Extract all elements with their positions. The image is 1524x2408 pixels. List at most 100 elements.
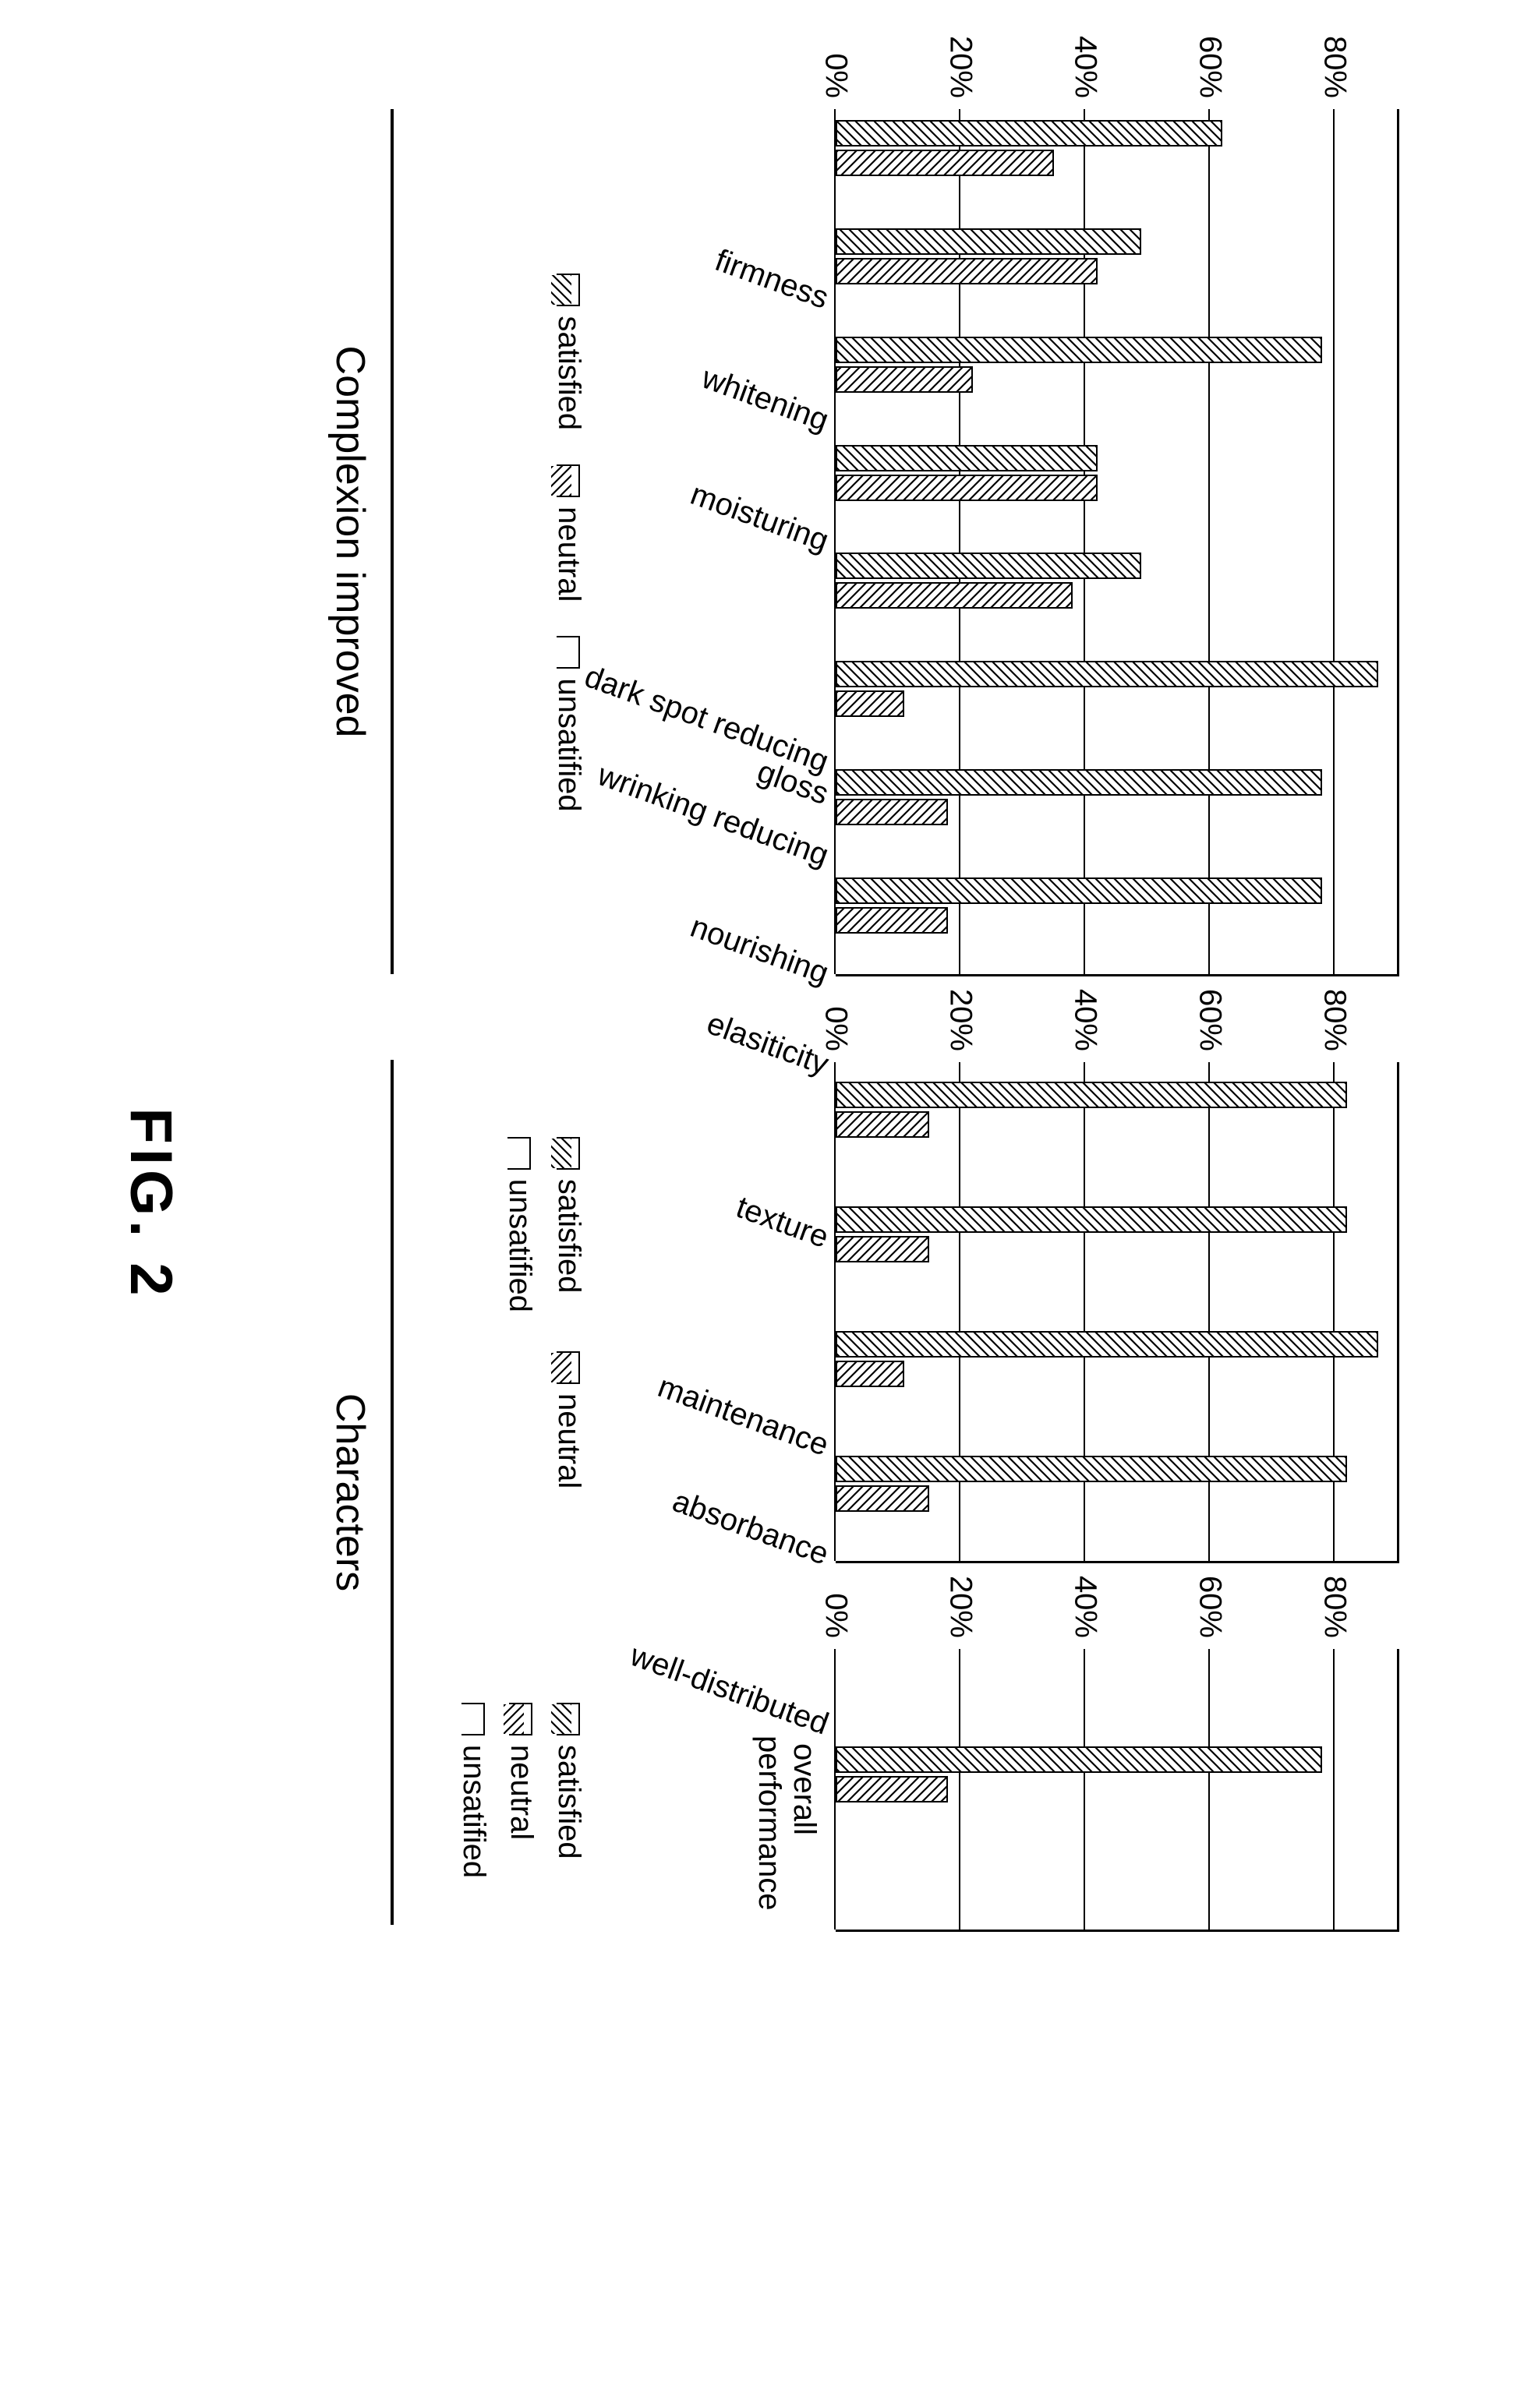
category-label: maintenance bbox=[653, 1362, 836, 1464]
legend-item-neutral: neutral bbox=[504, 1703, 539, 1840]
bar-neutral bbox=[836, 366, 973, 393]
legend-item-unsatified: unsatified bbox=[551, 636, 586, 811]
ytick-label: 80% bbox=[1317, 36, 1353, 109]
legend-label: neutral bbox=[551, 507, 586, 602]
group-title-text: Characters bbox=[327, 1060, 373, 1925]
ytick-label: 20% bbox=[943, 1576, 978, 1649]
figure-caption: FIG. 2 bbox=[117, 1107, 185, 1300]
legend-swatch bbox=[510, 1703, 533, 1735]
ytick-label: 20% bbox=[943, 989, 978, 1062]
ytick-label: 40% bbox=[1068, 1576, 1103, 1649]
bar-neutral bbox=[836, 582, 1073, 609]
legend-swatch bbox=[557, 274, 581, 306]
bar-satisfied bbox=[836, 1331, 1378, 1358]
group-labels-row: Complexion improved Characters bbox=[300, 109, 409, 2299]
ytick-label: 40% bbox=[1068, 989, 1103, 1062]
bar-group bbox=[836, 326, 1397, 433]
group-label: Complexion improved bbox=[327, 109, 409, 974]
ytick-label: 40% bbox=[1068, 36, 1103, 109]
bar-neutral bbox=[836, 1361, 904, 1387]
group-title-text: Complexion improved bbox=[327, 109, 373, 974]
bar-group bbox=[836, 758, 1397, 866]
bar-satisfied bbox=[836, 1456, 1347, 1482]
ytick-label: 0% bbox=[819, 53, 854, 109]
legend-overall: satisfied neutral unsatified bbox=[456, 1703, 586, 1878]
legend-complexion: satisfied neutral unsatified bbox=[551, 274, 586, 811]
legend-label: unsatified bbox=[502, 1179, 537, 1312]
legend-swatch bbox=[462, 1703, 486, 1735]
category-label: absorbance bbox=[668, 1477, 836, 1573]
bar-neutral bbox=[836, 907, 948, 934]
bar-satisfied bbox=[836, 661, 1378, 687]
legend-item-satisfied: satisfied bbox=[551, 1703, 586, 1859]
ytick-label: 60% bbox=[1193, 1576, 1228, 1649]
bar-neutral bbox=[836, 1776, 948, 1802]
bar-neutral bbox=[836, 150, 1054, 176]
panel-characters: 0%20%40%60%80%texturemaintenanceabsorban… bbox=[502, 1062, 1399, 1563]
bar-group bbox=[836, 1320, 1397, 1428]
bar-satisfied bbox=[836, 1746, 1322, 1773]
category-label: texture bbox=[731, 1182, 836, 1255]
panels-row: 0% 20% 40% 60% 80% firmness whitening moisturin… bbox=[456, 109, 1399, 2299]
bar-neutral bbox=[836, 690, 904, 717]
bar-neutral bbox=[836, 799, 948, 825]
bar-group bbox=[836, 650, 1397, 757]
bar-group bbox=[836, 434, 1397, 542]
panel-complexion: 0%20%40%60%80%firmnesswhiteningmoisturin… bbox=[551, 109, 1399, 976]
bar-group bbox=[836, 217, 1397, 325]
ytick-label: 20% bbox=[943, 36, 978, 109]
legend-item-unsatified: unsatified bbox=[456, 1703, 491, 1878]
ytick-label: 80% bbox=[1317, 989, 1353, 1062]
legend-label: satisfied bbox=[551, 1179, 586, 1294]
legend-label: satisfied bbox=[551, 316, 586, 430]
chart-overall: 0%20%40%60%80%overallperformance bbox=[836, 1649, 1399, 1932]
bar-group bbox=[836, 1071, 1397, 1178]
bar-group bbox=[836, 867, 1397, 974]
legend-label: satisfied bbox=[551, 1745, 586, 1859]
category-label: moisturing bbox=[686, 469, 836, 559]
legend-item-neutral: neutral bbox=[551, 1351, 586, 1488]
legend-label: neutral bbox=[504, 1745, 539, 1840]
category-label: whitening bbox=[697, 353, 836, 438]
panel-overall: 0%20%40%60%80%overallperformance satisfie… bbox=[456, 1649, 1399, 1932]
legend-item-satisfied: satisfied bbox=[551, 274, 586, 430]
ytick-label: 60% bbox=[1193, 36, 1228, 109]
legend-swatch bbox=[557, 1351, 581, 1384]
bar-group bbox=[836, 1195, 1397, 1303]
bar-satisfied bbox=[836, 228, 1141, 255]
legend-label: unsatified bbox=[456, 1745, 491, 1878]
legend-label: unsatified bbox=[551, 678, 586, 811]
bar-neutral bbox=[836, 1111, 929, 1138]
bar-satisfied bbox=[836, 877, 1322, 904]
bar-neutral bbox=[836, 1485, 929, 1512]
legend-characters: satisfied neutral unsatified bbox=[502, 1137, 586, 1489]
bar-neutral bbox=[836, 1236, 929, 1262]
bar-group bbox=[836, 542, 1397, 649]
bar-satisfied bbox=[836, 553, 1141, 579]
legend-swatch bbox=[557, 1137, 581, 1170]
group-label: Characters bbox=[327, 1060, 409, 1925]
category-label: firmness bbox=[710, 236, 836, 316]
category-label: nourishing bbox=[686, 902, 836, 991]
legend-swatch bbox=[557, 1703, 581, 1735]
bar-neutral bbox=[836, 475, 1098, 501]
ytick-label: 80% bbox=[1317, 1576, 1353, 1649]
legend-item-satisfied: satisfied bbox=[551, 1137, 586, 1312]
bar-satisfied bbox=[836, 1082, 1347, 1108]
legend-label: neutral bbox=[551, 1393, 586, 1488]
chart-complexion: 0%20%40%60%80%firmnesswhiteningmoisturin… bbox=[836, 109, 1399, 976]
bar-satisfied bbox=[836, 769, 1322, 796]
chart-characters: 0%20%40%60%80%texturemaintenanceabsorban… bbox=[836, 1062, 1399, 1563]
bar-group bbox=[836, 109, 1397, 217]
bar-group bbox=[836, 1735, 1397, 1843]
legend-item-unsatified: unsatified bbox=[502, 1137, 537, 1312]
legend-item-neutral: neutral bbox=[551, 464, 586, 602]
legend-swatch bbox=[557, 636, 581, 669]
bar-neutral bbox=[836, 258, 1098, 284]
group-underline bbox=[391, 109, 394, 974]
legend-swatch bbox=[508, 1137, 532, 1170]
ytick-label: 0% bbox=[819, 1006, 854, 1062]
group-underline bbox=[391, 1060, 394, 1925]
bar-satisfied bbox=[836, 337, 1322, 363]
bar-satisfied bbox=[836, 120, 1222, 147]
